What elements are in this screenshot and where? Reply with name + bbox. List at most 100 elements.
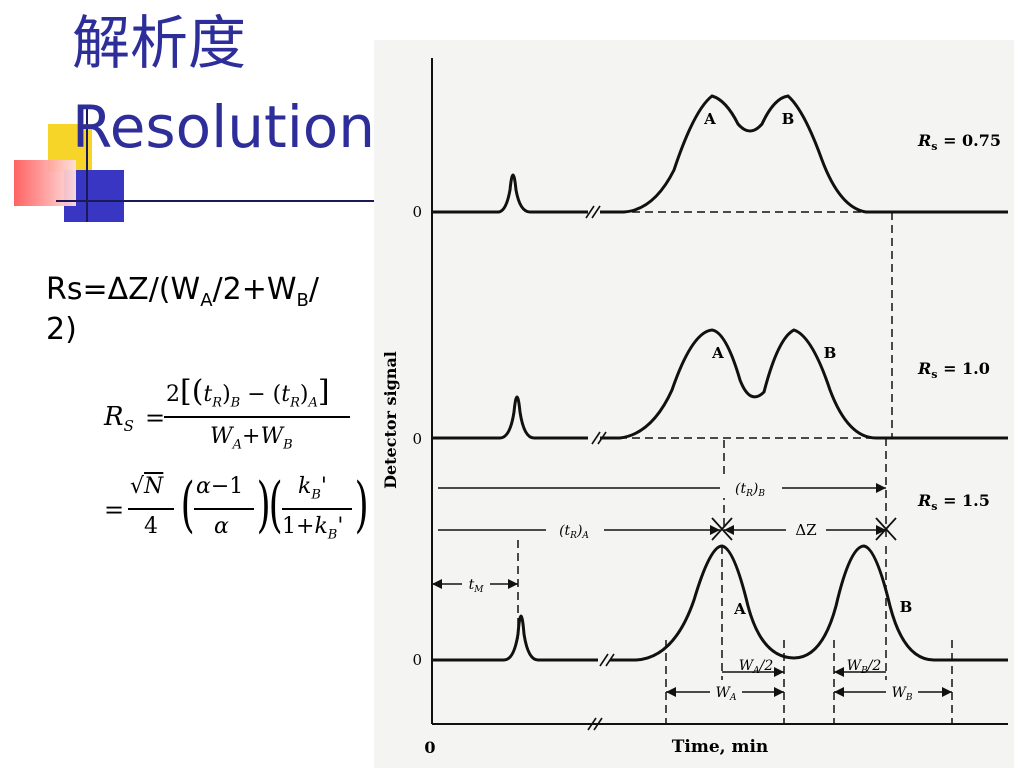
delta-z-arrowhead-right (876, 525, 886, 535)
wa-label: WA (716, 685, 737, 703)
eq-paren-right-2: ) (354, 470, 369, 540)
formula-tail: / (308, 272, 319, 307)
panel-rs-15: A B Rs = 1.5 (tR)B (tR)A ΔZ tM (432, 438, 1008, 724)
panel-rs-10: A B Rs = 1.0 (432, 212, 1008, 530)
wa-arrowhead-right (774, 687, 784, 697)
formula-sub-a: A (200, 290, 213, 311)
tr-a-arrowhead (710, 525, 720, 535)
eq-k-denom: 1+kB' (282, 514, 343, 542)
eq-alpha-1: α (196, 474, 211, 499)
eq-a-sub: A (308, 395, 318, 411)
eq-k-1-sub: B (311, 487, 321, 503)
eq-fraction-bar-3 (194, 508, 254, 510)
width-drop-lines (665, 546, 953, 724)
formula-line2: 2) (46, 311, 77, 347)
tr-a-label: (tR)A (559, 523, 589, 541)
panel3-break (599, 653, 615, 667)
tm-label: tM (469, 577, 485, 595)
wb-arrowhead-right (942, 687, 952, 697)
wa-label-bg (710, 682, 742, 702)
eq-alpha-numer: α−1 (196, 474, 243, 499)
decor-red-square (14, 160, 76, 206)
y-axis-label: Detector signal (381, 351, 400, 489)
eq-paren-left-1: ( (180, 470, 195, 540)
eq-sign-1: = (145, 404, 166, 432)
panel1-trace (432, 94, 1008, 214)
x-axis-label: Time, min (672, 737, 769, 757)
panel2-zero: 0 (412, 430, 422, 448)
eq-lhs: RS (104, 402, 134, 435)
panel2-rs-label: Rs = 1.0 (917, 359, 990, 381)
delta-z-arrowhead-left (724, 525, 734, 535)
tr-b-label-bg (720, 476, 782, 498)
eq-t2-sub: R (290, 395, 300, 411)
tr-b-arrowhead (876, 483, 886, 493)
eq-minus-one: −1 (210, 474, 244, 499)
eq-fraction-bar-2 (128, 508, 174, 510)
formula-mid: /2+W (212, 272, 297, 307)
decor-horizontal-line (56, 200, 376, 202)
panel2-peak-b: B (824, 344, 837, 362)
eq-sign-2: = (104, 496, 125, 524)
eq-b-sub: B (230, 395, 241, 411)
eq-plus: + (242, 424, 261, 449)
eq-k-numer: kB' (298, 474, 327, 502)
panel2-break (591, 431, 607, 445)
slide-title-chinese: 解析度 (72, 9, 247, 77)
wb-label: WB (891, 685, 912, 703)
wb-label-bg (886, 682, 918, 702)
tr-a-label-bg (546, 518, 604, 540)
eq-sqrt-n: √N (130, 474, 164, 499)
formula-sub-b: B (296, 290, 309, 311)
tr-b-label: (tR)B (735, 481, 765, 499)
delta-z-label-bg (786, 518, 826, 540)
panel2-trace (432, 328, 1008, 440)
formula-prefix: Rs= (46, 272, 108, 307)
eq-fraction-bar-1 (164, 416, 350, 418)
panel1-peak-b: B (782, 110, 795, 128)
eq-paren-right-1: ) (256, 470, 271, 540)
eq-paren-left-2: ( (268, 470, 283, 540)
panel1-peak-a: A (703, 110, 716, 128)
wa-half-arrowhead (774, 667, 784, 677)
resolution-formula-text: Rs=ΔZ/(WA/2+WB/ 2) (46, 272, 366, 348)
x-axis-zero: 0 (424, 738, 435, 757)
eq-wa-sub: A (232, 437, 243, 453)
tm-label-bg (462, 573, 490, 593)
wb-arrowhead-left (834, 687, 844, 697)
eq-fraction-bar-4 (282, 508, 352, 510)
panel-rs-075: A B Rs = 0.75 (432, 94, 1008, 219)
panel1-zero: 0 (412, 203, 422, 221)
panel3-peak-a: A (733, 600, 746, 618)
panel2-peak-a: A (711, 344, 724, 362)
panel3-peak-b: B (900, 598, 913, 616)
slide-title-english: Resolution (72, 93, 376, 161)
wa-arrowhead-left (666, 687, 676, 697)
eq-denominator: WA+WB (210, 424, 293, 452)
eq-four: 4 (144, 514, 158, 539)
eq-wb-sub: B (283, 437, 293, 453)
eq-prime-1: ' (320, 474, 327, 499)
eq-one-plus: 1+ (282, 514, 315, 539)
panel3-trace (432, 544, 1008, 662)
formula-delta-z: ΔZ/(W (107, 272, 201, 307)
eq-n: N (144, 474, 164, 499)
delta-z-label: ΔZ (795, 521, 816, 539)
panel1-break (585, 205, 601, 219)
eq-k-2: k (314, 514, 328, 539)
eq-minus: − (247, 382, 266, 407)
tm-arrowhead-right (508, 579, 518, 589)
axis-break-marks (587, 717, 603, 731)
chromatogram-figure: Detector signal Time, min 0 0 0 0 A B Rs… (374, 40, 1014, 768)
eq-two: 2 (166, 382, 180, 407)
wb-half-label: WB/2 (847, 658, 882, 676)
eq-k-2-sub: B (327, 527, 338, 543)
eq-k-1: k (298, 474, 312, 499)
panel3-zero: 0 (412, 651, 422, 669)
eq-alpha-denom: α (214, 514, 229, 539)
eq-t2: t (281, 382, 291, 407)
eq-prime-2: ' (337, 514, 344, 539)
eq-lhs-sub: S (123, 417, 134, 436)
eq-t1: t (203, 382, 213, 407)
eq-wa: W (210, 424, 233, 449)
